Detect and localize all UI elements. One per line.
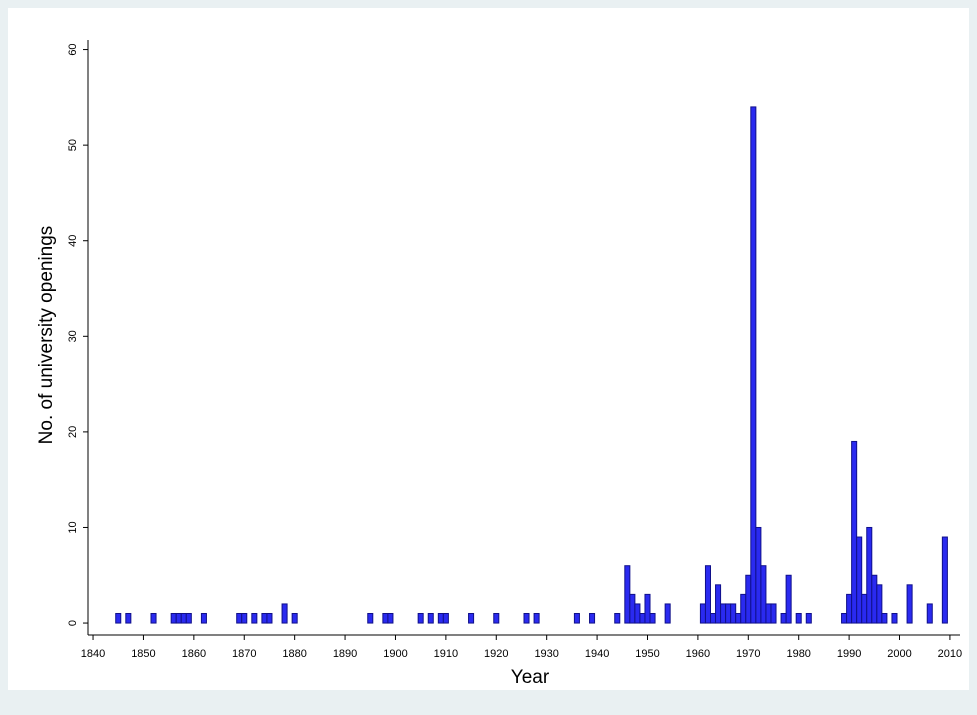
plot-background [8, 8, 969, 690]
bar [856, 536, 863, 624]
y-tick-label: 0 [67, 620, 79, 626]
x-tick-label: 1940 [585, 648, 609, 660]
x-tick-label: 1880 [282, 648, 306, 660]
bar [468, 612, 475, 624]
x-tick-label: 1870 [232, 648, 256, 660]
bar [614, 612, 621, 624]
x-tick-label: 1930 [534, 648, 558, 660]
bar [241, 612, 248, 624]
bar [795, 612, 802, 624]
x-tick-label: 1970 [736, 648, 760, 660]
bar [382, 612, 389, 624]
bar [437, 612, 444, 624]
bar [200, 612, 207, 624]
bar [629, 593, 636, 624]
bar [805, 612, 812, 624]
x-tick-label: 1890 [333, 648, 357, 660]
bar [266, 612, 273, 624]
bar [760, 565, 767, 624]
y-tick-label: 20 [67, 426, 79, 438]
bar [175, 612, 182, 624]
x-tick-label: 1850 [131, 648, 155, 660]
bar [699, 603, 706, 624]
bar [750, 106, 757, 624]
bar [740, 593, 747, 624]
bar [639, 612, 646, 624]
bar [704, 565, 711, 624]
x-tick-label: 1910 [434, 648, 458, 660]
bar [589, 612, 596, 624]
y-tick-label: 50 [67, 139, 79, 151]
bar [125, 612, 132, 624]
bar [730, 603, 737, 624]
bar [417, 612, 424, 624]
bar [770, 603, 777, 624]
bar [634, 603, 641, 624]
bar [941, 536, 948, 624]
bar [709, 612, 717, 624]
x-tick-label: 1950 [635, 648, 659, 660]
bar [180, 612, 187, 624]
bar [150, 612, 157, 624]
bar [649, 612, 656, 624]
bar [725, 603, 732, 624]
bar [891, 612, 898, 624]
bar [841, 612, 848, 624]
bar [871, 574, 878, 624]
bar [735, 612, 742, 624]
bar [866, 526, 873, 624]
bar [185, 612, 192, 624]
x-tick-label: 1990 [837, 648, 861, 660]
bar [170, 612, 177, 624]
bar [861, 593, 868, 624]
x-tick-label: 1980 [786, 648, 810, 660]
bar [533, 612, 540, 624]
x-tick-label: 1960 [686, 648, 710, 660]
bar [926, 603, 933, 624]
bar [785, 574, 792, 624]
bar [427, 612, 434, 624]
bar [236, 612, 243, 624]
bar [281, 603, 288, 624]
x-tick-label: 1840 [81, 648, 105, 660]
x-tick-label: 2000 [887, 648, 911, 660]
bar [765, 603, 772, 624]
bar [664, 603, 671, 624]
bar [876, 584, 883, 624]
bar [644, 593, 651, 624]
bar [261, 612, 268, 624]
bar [780, 612, 787, 624]
bar [573, 612, 580, 624]
x-axis-label: Year [511, 667, 550, 688]
bar [720, 603, 727, 624]
bar [387, 612, 394, 624]
bar [755, 526, 762, 624]
bar [251, 612, 258, 624]
y-axis-label: No. of university openings [36, 226, 57, 445]
y-tick-label: 40 [67, 235, 79, 247]
bar [523, 612, 530, 624]
bar [881, 612, 888, 624]
y-tick-label: 10 [67, 521, 79, 533]
bar [291, 612, 298, 624]
x-tick-label: 1860 [182, 648, 206, 660]
bar [115, 612, 122, 624]
bar [906, 584, 913, 624]
x-tick-label: 1900 [383, 648, 407, 660]
x-tick-label: 2010 [938, 648, 962, 660]
y-tick-label: 60 [67, 43, 79, 55]
bar [624, 565, 631, 624]
bar [442, 612, 449, 624]
bar [851, 440, 858, 624]
bar [745, 574, 752, 624]
x-tick-label: 1920 [484, 648, 508, 660]
y-tick-label: 30 [67, 330, 79, 342]
bar [493, 612, 500, 624]
bar [715, 584, 722, 624]
bar [846, 593, 853, 624]
bar [367, 612, 374, 624]
